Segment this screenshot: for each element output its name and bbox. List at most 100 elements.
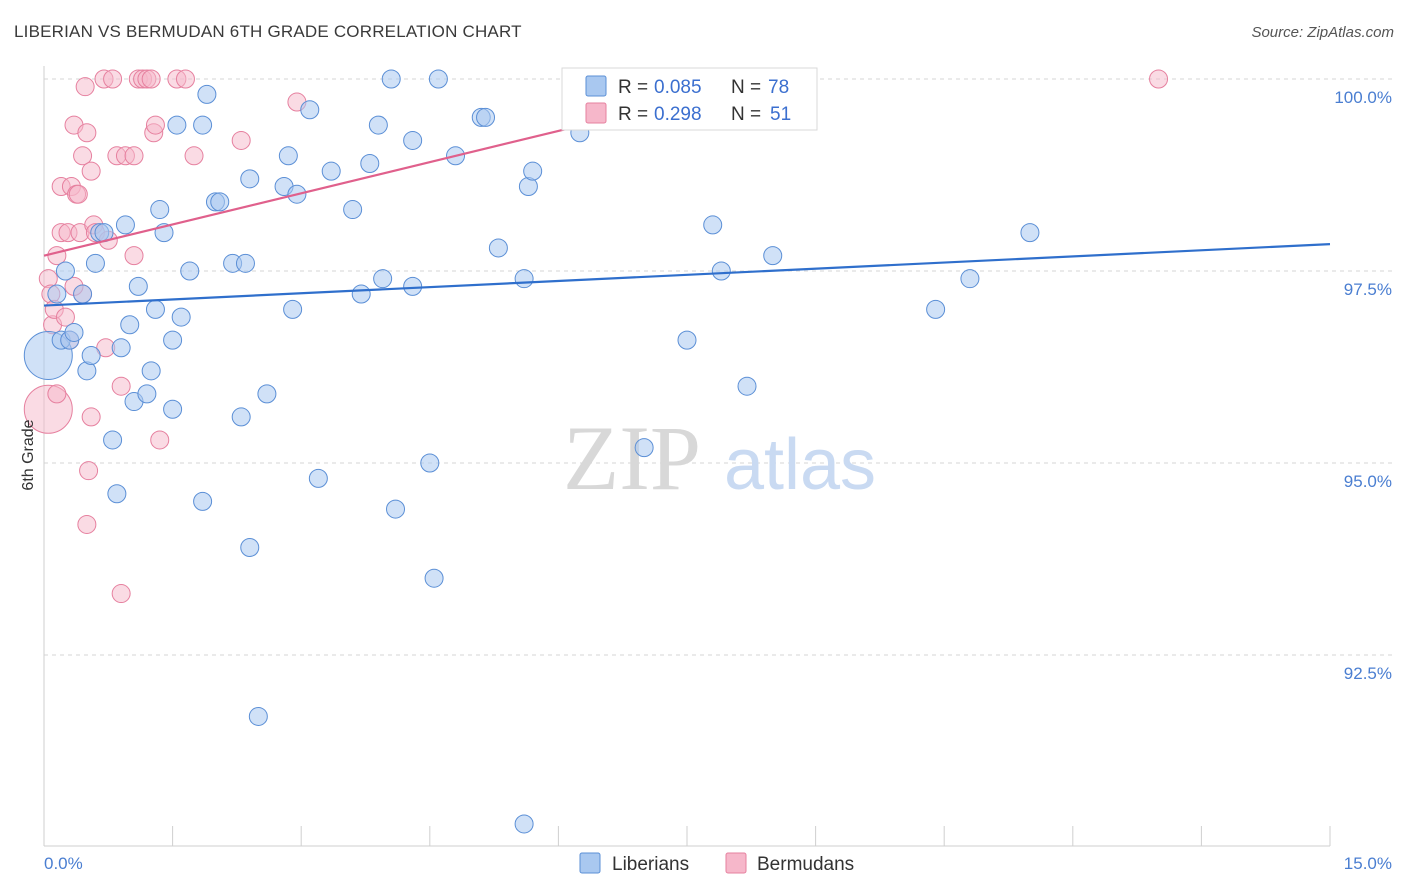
liberian-point [128,276,148,296]
bermudans-points [23,69,1169,604]
legend-top: R = 0.085 N = 78 R = 0.298 N = 51 [561,67,818,131]
liberian-point [677,330,697,350]
liberian-point [240,169,260,189]
liberian-point [107,484,127,504]
bermudan-point [111,584,131,604]
legend-liberians-swatch [579,852,601,874]
bermudan-point [68,184,88,204]
bermudan-point [81,161,101,181]
liberian-point [476,107,496,127]
liberian-point [381,69,401,89]
liberian-point [403,276,423,296]
bermudan-point [77,123,97,143]
liberian-point [360,153,380,173]
liberian-point [73,284,93,304]
liberian-point [197,84,217,104]
liberian-point [711,261,731,281]
liberian-point [488,238,508,258]
legend-bermudans-label: Bermudans [757,854,854,875]
liberian-point [428,69,448,89]
y-tick-label: 92.5% [1344,664,1392,683]
liberians-points [23,69,1040,834]
legend-blue-r-label: R = [618,77,648,98]
liberian-point [351,284,371,304]
legend-pink-r-label: R = [618,104,648,125]
liberian-point [368,115,388,135]
y-tick-label: 97.5% [1344,280,1392,299]
liberian-point [737,376,757,396]
y-axis-title: 6th Grade [20,419,37,490]
liberian-point [167,115,187,135]
liberian-point [420,453,440,473]
liberian-point [403,130,423,150]
liberian-point [424,568,444,588]
liberian-point [120,315,140,335]
bermudan-point [103,69,123,89]
watermark-atlas: atlas [724,425,876,505]
liberian-point [321,161,341,181]
liberian-point [145,299,165,319]
liberian-point [235,253,255,273]
liberian-point [373,269,393,289]
liberian-point [150,200,170,220]
liberian-point [926,299,946,319]
liberian-point [55,261,75,281]
bermudan-point [145,115,165,135]
liberian-point [64,322,84,342]
liberian-point [163,399,183,419]
x-ticks [43,826,1331,846]
liberian-point [137,384,157,404]
liberian-point [960,269,980,289]
liberian-point [763,246,783,266]
bermudan-point [175,69,195,89]
liberian-point [141,361,161,381]
liberian-point [111,338,131,358]
liberian-point [163,330,183,350]
liberian-point [240,537,260,557]
liberian-point [180,261,200,281]
legend-pink-n-label: N = [731,104,761,125]
liberian-point [343,200,363,220]
bermudan-point [79,461,99,481]
liberian-point [231,407,251,427]
liberian-point [523,161,543,181]
bermudan-point [184,146,204,166]
legend-liberians-label: Liberians [612,854,689,875]
bermudan-point [75,77,95,97]
liberian-point [386,499,406,519]
watermark: ZIP atlas [563,407,876,509]
legend-blue-r-value: 0.085 [654,77,702,98]
bermudan-point [55,307,75,327]
legend-pink-r-value: 0.298 [654,104,702,125]
liberian-point [283,299,303,319]
source-label: Source: ZipAtlas.com [1251,24,1394,41]
bermudan-point [1149,69,1169,89]
bermudan-point [81,407,101,427]
bermudan-point [77,514,97,534]
liberian-point [210,192,230,212]
bermudan-point [111,376,131,396]
liberian-point [85,253,105,273]
bermudan-point [150,430,170,450]
liberian-point [703,215,723,235]
bermudan-point [124,146,144,166]
bermudan-point [141,69,161,89]
liberian-point [248,706,268,726]
liberian-point [514,269,534,289]
legend-bottom: Liberians Bermudans [579,852,854,875]
watermark-zip: ZIP [563,407,701,509]
liberian-point [278,146,298,166]
liberian-point [103,430,123,450]
x-tick-label-min: 0.0% [44,854,83,873]
legend-pink-swatch [585,102,607,124]
legend-bermudans-swatch [725,852,747,874]
legend-blue-n-value: 78 [768,77,789,98]
grid-lines [44,78,1392,656]
x-tick-label-max: 15.0% [1344,854,1392,873]
liberian-point [308,468,328,488]
liberian-point [1020,223,1040,243]
bermudan-point [124,246,144,266]
legend-blue-swatch [585,75,607,97]
legend-pink-n-value: 51 [770,104,791,125]
